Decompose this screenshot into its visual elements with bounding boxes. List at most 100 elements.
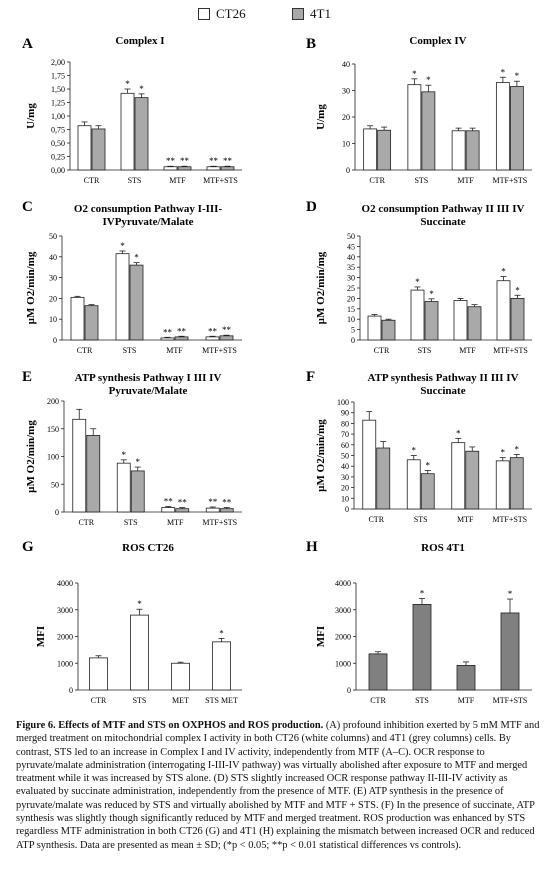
bar <box>205 336 220 341</box>
y-tick-label: 1000 <box>335 659 351 668</box>
bar <box>220 166 235 171</box>
significance-mark: ** <box>223 156 233 166</box>
bar <box>77 125 92 171</box>
bar <box>465 450 480 510</box>
chart-panel-a: A Complex I 0,00 0,25 0,50 0,75 1,00 1,25 1,50 1,… <box>22 35 242 185</box>
figure-caption: Figure 6. Effects of MTF and STS on OXPH… <box>16 719 542 852</box>
y-tick-label: 60 <box>341 441 349 450</box>
significance-mark: * <box>415 277 420 287</box>
y-tick-label: 2000 <box>335 633 351 642</box>
x-category-label: STS <box>418 346 432 355</box>
panel-letter: E <box>22 369 32 385</box>
y-tick-label: 2000 <box>57 633 73 642</box>
panel-title-line: Pyruvate/Malate <box>109 385 188 397</box>
y-tick-label: 40 <box>49 253 57 262</box>
x-category-label: STS MET <box>205 696 238 705</box>
panel-letter: F <box>306 369 315 385</box>
bar <box>171 662 190 691</box>
significance-mark: * <box>508 589 513 599</box>
x-category-label: STS <box>124 518 138 527</box>
legend-swatch-4t1 <box>292 8 304 20</box>
bar <box>368 653 388 691</box>
y-tick-label: 0 <box>55 508 59 517</box>
panel-letter: H <box>306 539 318 555</box>
x-category-label: CTR <box>78 518 94 527</box>
y-tick-label: 0 <box>347 686 351 695</box>
figure-charts: A Complex I 0,00 0,25 0,50 0,75 1,00 1,25 1,50 1,… <box>22 35 532 705</box>
significance-mark: * <box>412 69 417 79</box>
y-tick-label: 40 <box>347 253 355 262</box>
y-tick-label: 10 <box>347 315 355 324</box>
y-axis-label: µM O2/min/mg <box>315 419 327 492</box>
significance-mark: * <box>426 460 431 470</box>
bar <box>363 128 378 171</box>
bar <box>495 460 510 510</box>
y-tick-label: 3000 <box>57 606 73 615</box>
bar <box>177 166 192 171</box>
bar <box>72 418 87 513</box>
y-tick-label: 30 <box>347 274 355 283</box>
y-axis-label: µM O2/min/mg <box>25 251 37 324</box>
y-tick-label: 50 <box>49 232 57 241</box>
bar <box>495 82 510 171</box>
caption-body: (A) profound inhibition exerted by 5 mM … <box>16 720 540 851</box>
panel-title-line: IVPyruvate/Malate <box>102 216 193 228</box>
significance-mark: ** <box>222 498 232 508</box>
significance-mark: * <box>515 71 520 81</box>
panel-title-line: O2 consumption Pathway II III IV <box>362 203 525 215</box>
panel-letter: A <box>22 36 33 52</box>
x-category-label: MTF <box>457 515 474 524</box>
bar <box>70 296 85 341</box>
x-category-label: MET <box>172 696 189 705</box>
y-axis-label: U/mg <box>315 104 327 130</box>
x-category-label: STS <box>414 515 428 524</box>
significance-mark: ** <box>209 156 219 166</box>
significance-mark: * <box>219 628 224 638</box>
x-category-label: MTF <box>459 346 476 355</box>
bar <box>451 130 466 171</box>
y-tick-label: 100 <box>47 453 59 462</box>
significance-mark: ** <box>163 327 173 337</box>
legend-swatch-ct26 <box>198 8 210 20</box>
y-tick-label: 2,00 <box>51 58 65 67</box>
y-tick-label: 90 <box>341 409 349 418</box>
y-tick-label: 35 <box>347 263 355 272</box>
bar <box>86 435 101 513</box>
y-axis-label: U/mg <box>25 103 37 129</box>
x-category-label: MTF+STS <box>202 346 237 355</box>
y-tick-label: 5 <box>351 326 355 335</box>
panel-letter: D <box>306 199 317 215</box>
y-tick-label: 0 <box>69 686 73 695</box>
y-tick-label: 1,00 <box>51 112 65 121</box>
y-tick-label: 10 <box>341 494 349 503</box>
chart-panel-g: G ROS CT26 0 1000 2000 3000 4000 MFI CTR * STS MET *… <box>22 539 242 705</box>
significance-mark: ** <box>166 156 176 166</box>
y-tick-label: 0,75 <box>51 126 65 135</box>
panel-title-line: Complex IV <box>409 35 466 47</box>
panel-title-line: ATP synthesis Pathway I III IV <box>75 372 222 384</box>
bar <box>500 612 520 691</box>
bar <box>129 264 144 341</box>
x-category-label: MTF <box>167 518 184 527</box>
significance-mark: ** <box>208 326 218 336</box>
bar <box>453 300 468 341</box>
y-tick-label: 30 <box>342 87 350 96</box>
bar <box>376 447 391 510</box>
bar <box>163 166 178 171</box>
significance-mark: ** <box>208 497 218 507</box>
y-tick-label: 80 <box>341 419 349 428</box>
bar <box>219 508 234 513</box>
significance-mark: * <box>426 75 431 85</box>
significance-mark: ** <box>178 498 188 508</box>
panel-title-line: ROS CT26 <box>122 542 174 554</box>
x-category-label: CTR <box>77 346 93 355</box>
significance-mark: * <box>125 79 130 89</box>
bar <box>412 604 432 691</box>
legend-label-4t1: 4T1 <box>310 6 331 21</box>
bar <box>424 301 439 341</box>
significance-mark: ** <box>222 325 232 335</box>
bar <box>212 641 231 691</box>
bar <box>496 280 511 341</box>
x-category-label: MTF+STS <box>493 176 528 185</box>
y-tick-label: 45 <box>347 242 355 251</box>
